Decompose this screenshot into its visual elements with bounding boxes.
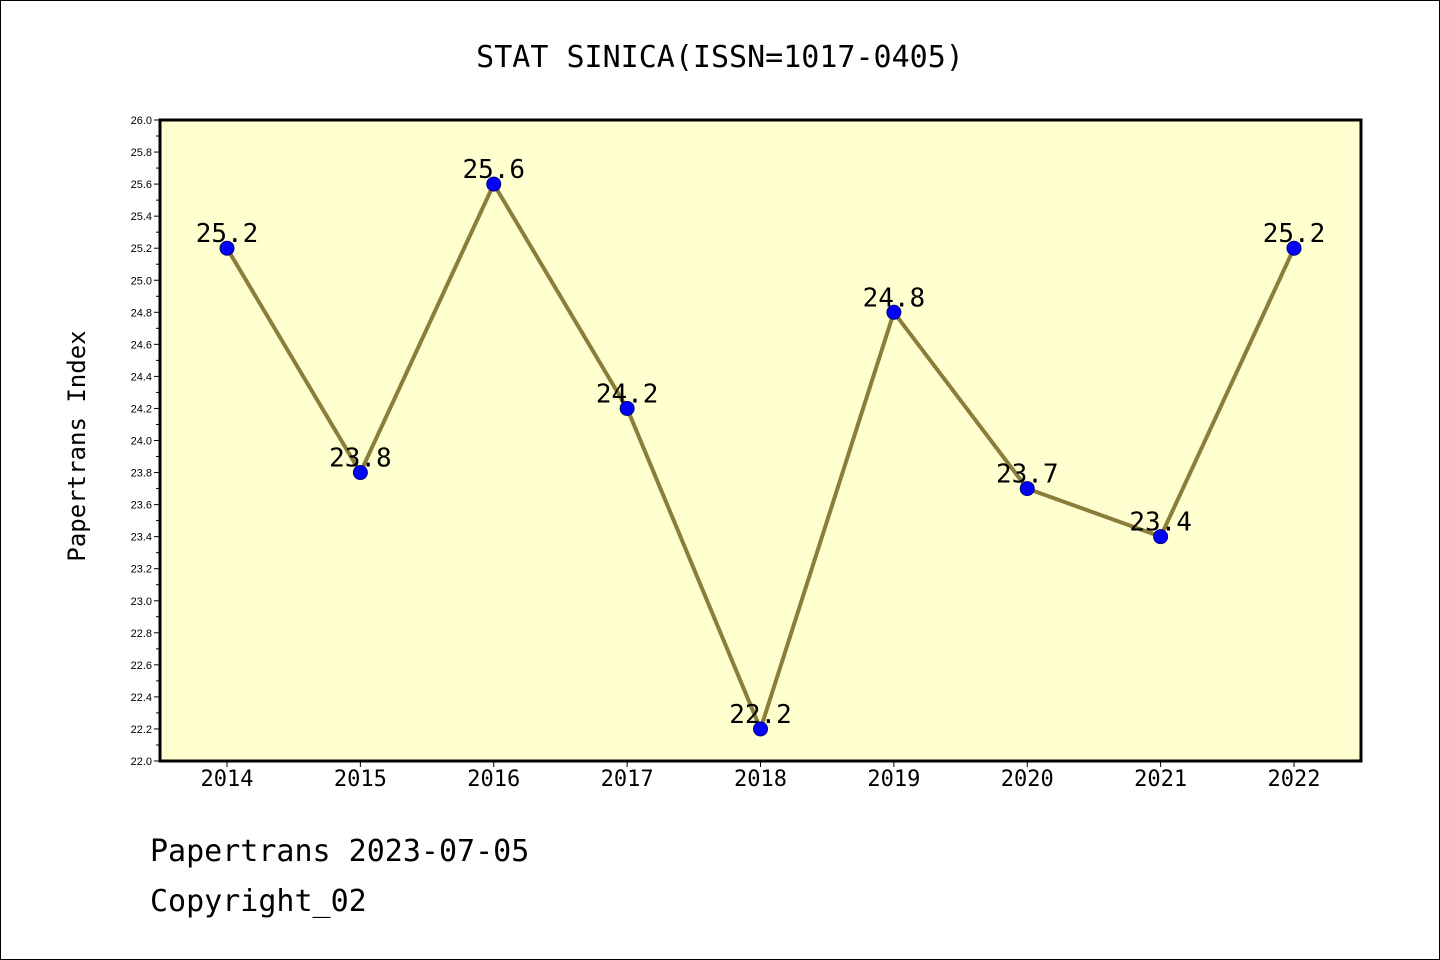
y-tick-label: 25.2	[131, 243, 152, 255]
x-tick-label: 2020	[1001, 767, 1054, 792]
y-tick-label: 24.2	[131, 403, 152, 415]
x-tick-label: 2014	[201, 767, 254, 792]
y-tick-label: 23.0	[131, 596, 152, 608]
y-tick-label: 24.4	[131, 371, 152, 383]
y-axis: 22.0 22.2 22.4 22.6 22.8 23.0 23.2 23.4 23.6 23.8…	[131, 115, 160, 768]
plot-area	[158, 118, 1363, 763]
y-tick-label: 24.8	[131, 307, 152, 319]
x-tick-label: 2022	[1268, 767, 1321, 792]
y-tick-label: 22.0	[131, 756, 152, 768]
y-tick-label: 23.6	[131, 500, 152, 512]
y-tick-label: 23.4	[131, 532, 152, 544]
y-axis-label: Papertrans Index	[63, 330, 91, 561]
y-tick-label: 25.8	[131, 147, 152, 159]
y-tick-label: 25.4	[131, 211, 152, 223]
x-tick-label: 2021	[1134, 767, 1187, 792]
y-tick-label: 25.0	[131, 275, 152, 287]
data-point	[753, 721, 768, 737]
series-layer: 25.223.825.624.222.224.823.723.425.2	[196, 155, 1325, 737]
x-tick-label: 2017	[601, 767, 654, 792]
y-tick-label: 22.8	[131, 628, 152, 640]
data-point	[219, 240, 235, 256]
x-tick-label: 2015	[334, 767, 387, 792]
data-point	[486, 176, 502, 192]
chart-title: STAT SINICA(ISSN=1017-0405)	[476, 40, 964, 75]
data-point	[1286, 240, 1302, 256]
y-tick-label: 24.6	[131, 339, 152, 351]
footer-source: Papertrans 2023-07-05	[150, 834, 530, 869]
x-axis: 2014 2015 2016 2017 2018 2019 2020 2021 2022	[201, 761, 1321, 792]
x-tick-label: 2016	[467, 767, 520, 792]
y-tick-label: 22.6	[131, 660, 152, 672]
data-point	[1153, 529, 1169, 545]
y-tick-label: 23.2	[131, 564, 152, 576]
y-tick-label: 22.4	[131, 692, 152, 704]
footer-copyright: Copyright_02	[150, 884, 367, 919]
data-point	[886, 304, 902, 320]
y-tick-label: 25.6	[131, 179, 152, 191]
data-point	[1019, 481, 1035, 497]
x-tick-label: 2019	[867, 767, 920, 792]
data-point	[619, 400, 635, 416]
x-tick-label: 2018	[734, 767, 787, 792]
data-point	[352, 465, 368, 481]
y-tick-label: 23.8	[131, 468, 152, 480]
y-tick-label: 26.0	[131, 115, 152, 127]
y-tick-label: 24.0	[131, 436, 152, 448]
y-tick-label: 22.2	[131, 724, 152, 736]
